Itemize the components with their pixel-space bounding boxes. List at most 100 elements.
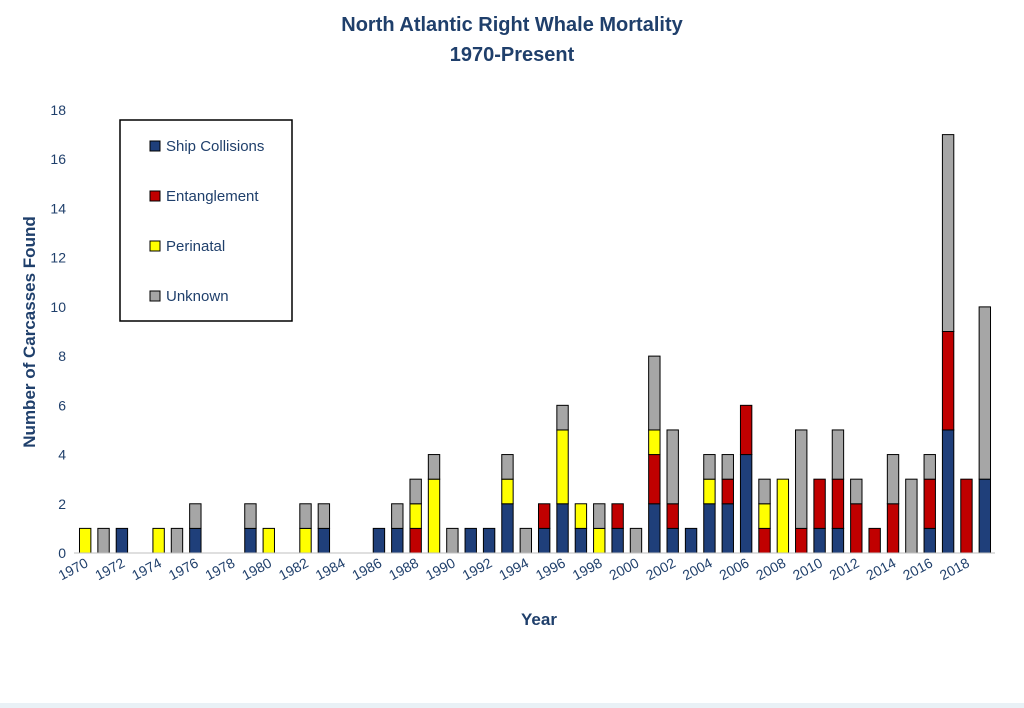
bar-segment bbox=[482, 527, 496, 554]
bar-segment bbox=[648, 503, 661, 554]
bar-segment bbox=[703, 503, 716, 554]
y-axis-ticks: 0 2 4 6 8 10 12 14 16 18 bbox=[50, 102, 66, 561]
bar-segment bbox=[813, 527, 826, 554]
y-tick-label: 6 bbox=[58, 397, 66, 413]
y-tick-label: 4 bbox=[58, 447, 66, 463]
bar-segment bbox=[666, 503, 679, 529]
y-tick-label: 10 bbox=[50, 299, 66, 315]
x-tick-label: 1976 bbox=[166, 554, 201, 583]
bar-segment bbox=[739, 404, 753, 456]
bar-segment bbox=[886, 454, 900, 505]
bar-segment bbox=[831, 429, 845, 480]
x-tick-label: 2006 bbox=[717, 554, 752, 583]
legend-label: Ship Collisions bbox=[166, 138, 264, 155]
bar-segment bbox=[501, 478, 514, 505]
bar-segment bbox=[905, 478, 918, 554]
bar-segment bbox=[115, 527, 129, 554]
y-tick-label: 0 bbox=[58, 545, 66, 561]
bar-segment bbox=[317, 527, 331, 554]
bar-segment bbox=[795, 527, 808, 554]
bar-segment bbox=[923, 527, 936, 554]
bar-segment bbox=[537, 527, 551, 554]
y-tick-label: 2 bbox=[58, 496, 66, 512]
legend-swatch bbox=[149, 140, 161, 152]
x-tick-label: 1990 bbox=[423, 554, 458, 583]
bar-segment bbox=[372, 527, 386, 554]
bar-segment bbox=[427, 478, 441, 554]
bar-segment bbox=[244, 527, 257, 554]
bar-segment bbox=[593, 503, 606, 529]
bar-segment bbox=[776, 478, 790, 554]
x-tick-label: 2004 bbox=[680, 554, 715, 583]
bar-segment bbox=[574, 503, 588, 529]
x-tick-label: 2014 bbox=[863, 554, 898, 583]
bar-segment bbox=[556, 404, 569, 431]
bar-segment bbox=[721, 454, 734, 480]
bar-segment bbox=[941, 331, 955, 431]
legend-swatch bbox=[149, 190, 161, 202]
bar-segment bbox=[611, 527, 624, 554]
chart-subtitle: 1970-Present bbox=[450, 44, 575, 66]
page-bottom-border bbox=[0, 703, 1024, 708]
bar-segment bbox=[703, 478, 716, 505]
bar-segment bbox=[97, 527, 110, 554]
x-tick-label: 1982 bbox=[276, 554, 311, 583]
bars-group bbox=[78, 134, 992, 554]
x-tick-label: 2000 bbox=[606, 554, 641, 583]
bar-segment bbox=[721, 503, 734, 554]
bar-segment bbox=[152, 527, 165, 554]
bar-segment bbox=[850, 503, 863, 554]
bar-segment bbox=[978, 306, 992, 480]
x-tick-label: 1980 bbox=[239, 554, 274, 583]
bar-segment bbox=[464, 527, 477, 554]
bar-segment bbox=[941, 429, 955, 554]
bar-segment bbox=[556, 503, 569, 554]
bar-segment bbox=[795, 429, 808, 529]
bar-segment bbox=[556, 429, 569, 505]
y-tick-label: 14 bbox=[50, 200, 66, 216]
x-tick-label: 2008 bbox=[753, 554, 788, 583]
bar-segment bbox=[648, 429, 661, 456]
x-tick-label: 1992 bbox=[459, 554, 494, 583]
y-tick-label: 12 bbox=[50, 250, 66, 266]
bar-segment bbox=[831, 527, 845, 554]
legend-label: Perinatal bbox=[166, 238, 225, 255]
bar-segment bbox=[868, 527, 881, 554]
bar-segment bbox=[831, 478, 845, 529]
bar-segment bbox=[923, 454, 936, 480]
legend-swatch bbox=[149, 290, 161, 302]
bar-segment bbox=[262, 527, 275, 554]
bar-segment bbox=[739, 454, 753, 554]
bar-segment bbox=[629, 527, 643, 554]
legend-box bbox=[119, 119, 293, 322]
bar-segment bbox=[666, 527, 679, 554]
bar-segment bbox=[666, 429, 679, 505]
x-axis-title: Year bbox=[521, 610, 557, 629]
bar-segment bbox=[721, 478, 734, 505]
bar-segment bbox=[409, 478, 422, 505]
legend-swatch bbox=[149, 240, 161, 252]
bar-segment bbox=[519, 527, 533, 554]
y-tick-label: 16 bbox=[50, 151, 66, 167]
bar-segment bbox=[189, 527, 202, 554]
legend: Ship Collisions Entanglement Perinatal Unkn… bbox=[119, 119, 293, 322]
bar-segment bbox=[427, 454, 441, 480]
x-tick-label: 1986 bbox=[349, 554, 384, 583]
y-axis-title: Number of Carcasses Found bbox=[20, 216, 39, 447]
bar-segment bbox=[501, 503, 514, 554]
bar-segment bbox=[189, 503, 202, 529]
bar-segment bbox=[758, 478, 771, 505]
x-tick-label: 1988 bbox=[386, 554, 421, 583]
chart-title: North Atlantic Right Whale Mortality bbox=[341, 14, 683, 36]
x-tick-label: 1994 bbox=[496, 554, 531, 583]
bar-segment bbox=[703, 454, 716, 480]
bar-segment bbox=[537, 503, 551, 529]
bar-segment bbox=[299, 527, 312, 554]
x-tick-label: 1984 bbox=[313, 554, 348, 583]
bar-segment bbox=[244, 503, 257, 529]
bar-segment bbox=[611, 503, 624, 529]
bar-segment bbox=[923, 478, 936, 529]
y-tick-label: 8 bbox=[58, 348, 66, 364]
bar-segment bbox=[317, 503, 331, 529]
